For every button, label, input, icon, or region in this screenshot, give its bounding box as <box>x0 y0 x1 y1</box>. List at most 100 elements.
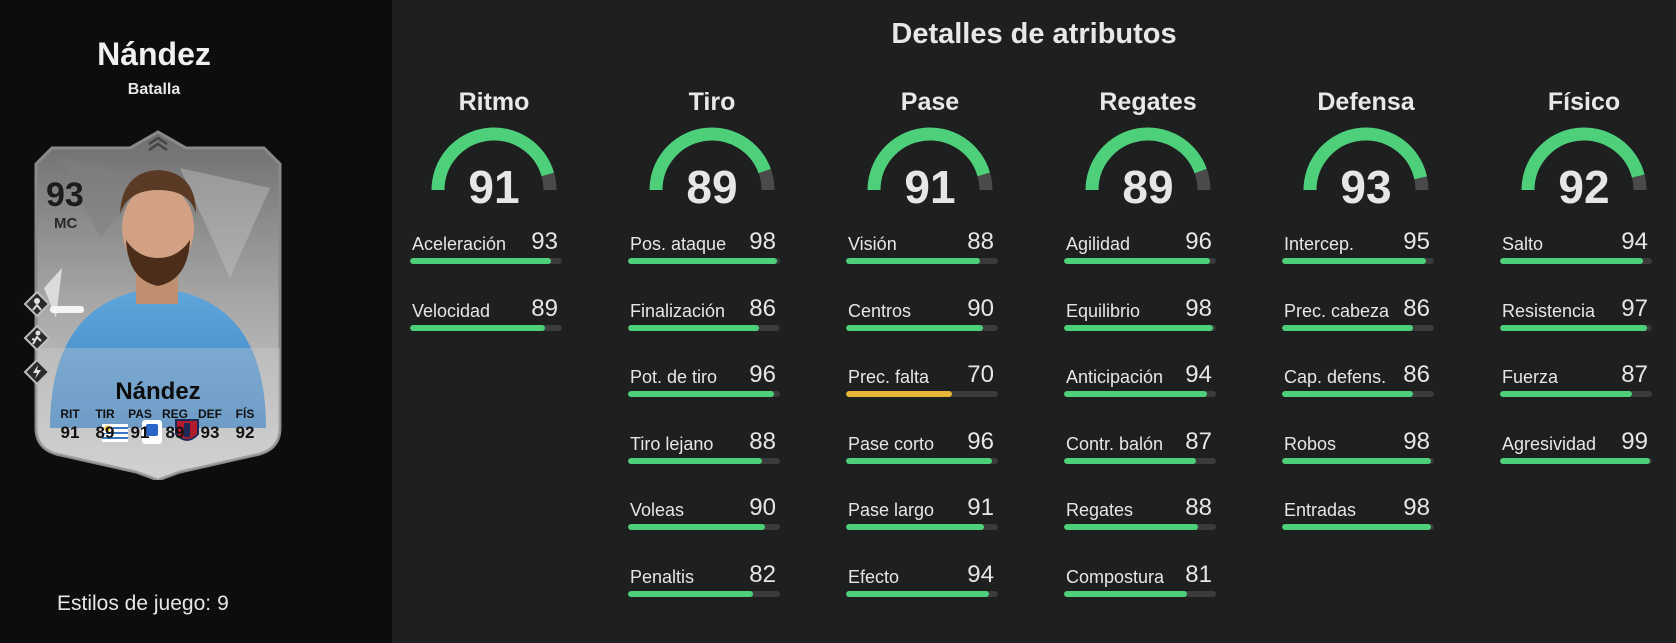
card-stat-fís: FÍS 92 <box>228 407 262 443</box>
attribute-bar <box>1064 524 1216 530</box>
attribute-bar-fill <box>1500 324 1648 331</box>
card-stat-value: 89 <box>165 423 185 442</box>
attribute-row: Prec. cabeza 86 <box>1282 295 1434 345</box>
attribute-bar-fill <box>846 391 953 397</box>
attribute-label: Pos. ataque <box>630 234 727 254</box>
attribute-bar-fill <box>1064 457 1197 464</box>
attribute-value: 88 <box>749 427 776 455</box>
attribute-row: Centros 90 <box>846 295 998 345</box>
attribute-bar <box>846 391 998 397</box>
attribute-bar-fill <box>1064 391 1207 397</box>
category-title: Tiro <box>688 88 736 116</box>
attribute-value: 86 <box>749 294 776 322</box>
category-gauge <box>1303 127 1429 191</box>
attribute-bar-fill <box>628 324 759 331</box>
attribute-bar <box>1500 457 1652 464</box>
gauge-track <box>541 172 557 191</box>
card-stat-value: 92 <box>235 423 255 442</box>
attribute-bar <box>1282 391 1434 397</box>
attribute-row: Finalización 86 <box>628 295 780 345</box>
attribute-row: Penaltis 82 <box>628 561 780 611</box>
attribute-label: Cap. defens. <box>1284 367 1387 387</box>
category-gauge <box>1085 127 1211 191</box>
attribute-label: Agresividad <box>1502 433 1597 454</box>
running-player-icon[interactable] <box>23 324 51 352</box>
attribute-row: Cap. defens. 86 <box>1282 361 1434 411</box>
attribute-row: Compostura 81 <box>1064 561 1216 611</box>
attribute-row: Tiro lejano 88 <box>628 428 780 478</box>
attribute-value: 70 <box>967 361 994 388</box>
attribute-bar-fill <box>1500 258 1643 264</box>
card-stat-label: TIR <box>95 407 115 421</box>
attribute-row: Equilibrio 98 <box>1064 295 1216 345</box>
football-icon[interactable] <box>23 290 51 318</box>
card-stat-tir: TIR 89 <box>88 407 122 443</box>
player-name: Nández <box>97 36 211 72</box>
category-value: 92 <box>1558 161 1610 213</box>
attribute-value: 94 <box>967 560 994 588</box>
attribute-bar <box>846 258 998 264</box>
attribute-bar-fill <box>628 258 777 264</box>
attribute-label: Centros <box>848 300 912 321</box>
category-value: 89 <box>1122 161 1174 213</box>
attribute-label: Tiro lejano <box>630 433 714 454</box>
card-stat-value: 89 <box>95 423 115 442</box>
attribute-row: Resistencia 97 <box>1500 295 1652 345</box>
attribute-label: Pot. de tiro <box>630 367 718 387</box>
attribute-value: 94 <box>1621 228 1648 255</box>
attribute-bar-fill <box>846 324 983 331</box>
attributes-title: Detalles de atributos <box>891 18 1177 50</box>
attribute-value: 98 <box>1403 427 1430 455</box>
attribute-bar <box>1500 258 1652 264</box>
category-gauge <box>431 127 557 191</box>
attribute-label: Voleas <box>630 500 685 520</box>
category-value: 91 <box>468 161 520 213</box>
player-card[interactable] <box>30 128 286 480</box>
attribute-bar <box>1282 457 1434 464</box>
attribute-value: 89 <box>531 294 558 322</box>
attribute-bar-fill <box>846 590 989 597</box>
card-stat-label: RIT <box>60 407 80 421</box>
attribute-value: 86 <box>1403 361 1430 388</box>
lightning-icon[interactable] <box>23 358 51 386</box>
attribute-label: Intercep. <box>1284 234 1355 254</box>
gauge-track <box>977 172 993 191</box>
gauge-fill <box>649 127 771 191</box>
attribute-row: Aceleración 93 <box>410 228 562 278</box>
card-stat-value: 91 <box>60 423 80 442</box>
attribute-bar-fill <box>410 324 546 331</box>
category-title: Pase <box>900 88 960 116</box>
attribute-value: 88 <box>967 228 994 255</box>
category-tiro: Tiro 89 Pos. ataque 98 Finalización 86 Pot. de… <box>628 88 796 597</box>
attribute-value: 98 <box>1403 494 1430 521</box>
attribute-row: Entradas 98 <box>1282 494 1434 544</box>
attribute-bar <box>1064 590 1216 597</box>
attribute-row: Salto 94 <box>1500 228 1652 278</box>
attribute-value: 94 <box>1185 361 1212 388</box>
card-player-name: Nández <box>115 378 201 405</box>
attribute-bar <box>1282 324 1434 331</box>
attribute-label: Prec. cabeza <box>1284 300 1390 321</box>
attribute-label: Equilibrio <box>1066 300 1141 321</box>
attribute-bar <box>1064 457 1216 464</box>
attribute-label: Prec. falta <box>848 367 930 387</box>
attribute-bar <box>1282 524 1434 530</box>
attribute-row: Efecto 94 <box>846 561 998 611</box>
attribute-label: Anticipación <box>1066 367 1164 387</box>
attribute-row: Voleas 90 <box>628 494 780 544</box>
cagliari-badge-icon <box>175 419 199 441</box>
attribute-bar <box>846 524 998 530</box>
card-stat-reg: REG 89 <box>158 407 192 443</box>
attribute-value: 86 <box>1403 294 1430 322</box>
attribute-bar <box>1064 258 1216 264</box>
attribute-bar-fill <box>628 391 774 397</box>
attribute-label: Entradas <box>1284 500 1357 520</box>
attribute-row: Visión 88 <box>846 228 998 278</box>
attribute-label: Resistencia <box>1502 300 1596 321</box>
gauge-track <box>1631 174 1647 191</box>
attribute-value: 90 <box>967 294 994 322</box>
attribute-row: Pos. ataque 98 <box>628 228 780 278</box>
attribute-label: Pase corto <box>848 433 935 454</box>
attribute-bar-fill <box>628 590 753 597</box>
category-regates: Regates 89 Agilidad 96 Equilibrio 98 Anticipac… <box>1064 88 1232 597</box>
